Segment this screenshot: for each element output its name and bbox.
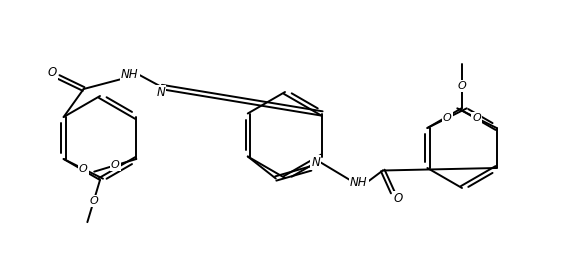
Text: O: O xyxy=(89,196,98,206)
Text: N: N xyxy=(156,87,165,99)
Text: NH: NH xyxy=(350,176,367,189)
Text: O: O xyxy=(111,160,120,170)
Text: O: O xyxy=(79,164,87,174)
Text: NH: NH xyxy=(121,68,138,80)
Text: O: O xyxy=(473,113,482,123)
Text: O: O xyxy=(458,81,466,91)
Text: O: O xyxy=(48,65,57,78)
Text: O: O xyxy=(442,113,451,123)
Text: N: N xyxy=(311,156,320,169)
Text: O: O xyxy=(393,192,402,205)
